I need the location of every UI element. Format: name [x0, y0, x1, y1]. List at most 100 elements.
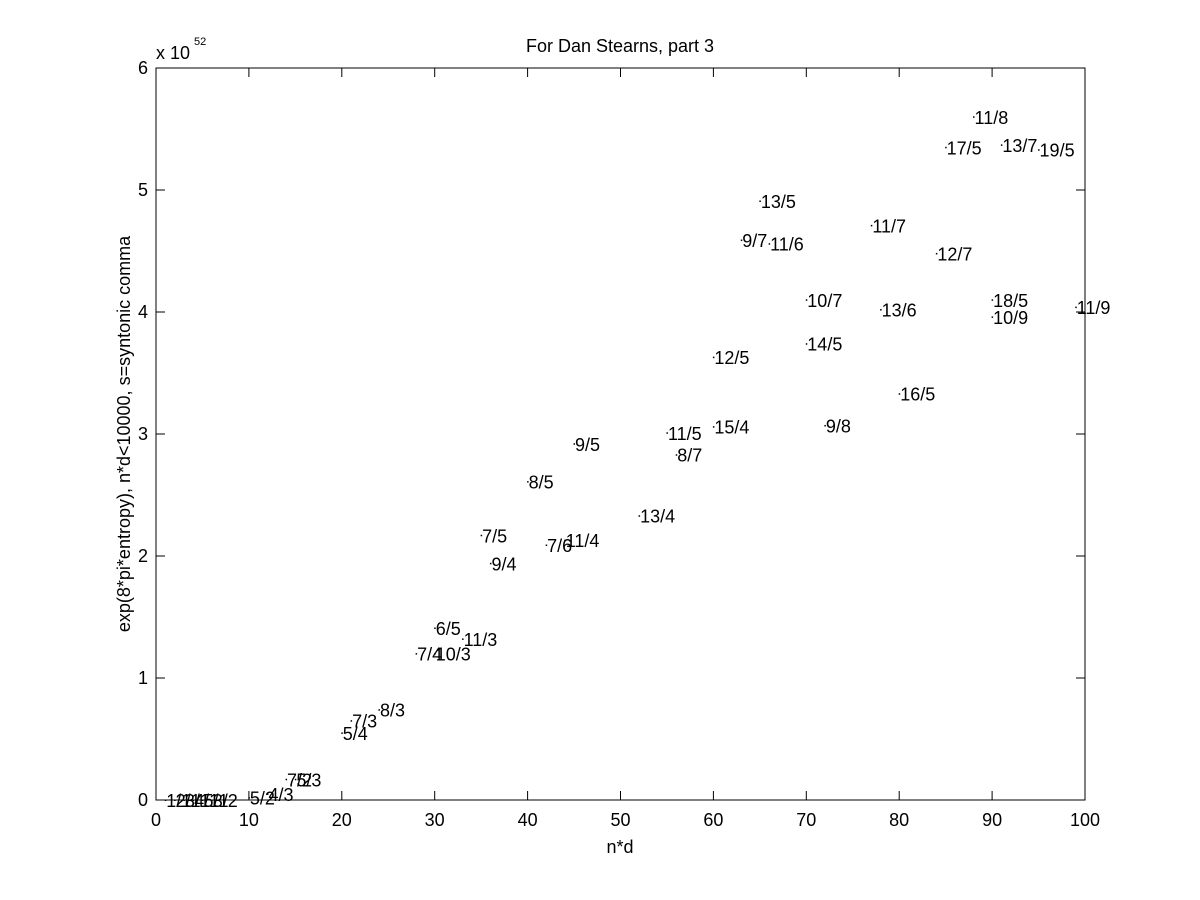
point-marker: [638, 515, 641, 517]
data-point: 17/5: [945, 138, 982, 158]
data-point: 7/6: [545, 536, 572, 556]
exponent-power: 52: [194, 36, 206, 48]
point-marker: [564, 539, 566, 542]
point-marker: [898, 393, 901, 395]
point-label: 5/3: [296, 770, 321, 790]
point-label: 10/7: [807, 291, 842, 311]
data-point: 14/5: [805, 335, 842, 355]
x-axis-label: n*d: [606, 837, 633, 857]
data-point: 11/3: [462, 630, 497, 650]
x-tick-label: 60: [703, 810, 723, 830]
point-label: 4/3: [268, 785, 293, 805]
data-point: 11/8: [973, 108, 1008, 128]
data-point: 9/4: [489, 554, 516, 574]
point-label: 17/5: [947, 138, 982, 158]
point-label: 14/5: [807, 335, 842, 355]
point-label: 13/7: [1002, 136, 1037, 156]
point-label: 8/3: [380, 701, 405, 721]
point-marker: [712, 356, 715, 359]
point-marker: [294, 778, 297, 781]
point-label: 4/1: [194, 791, 219, 811]
point-marker: [164, 799, 167, 801]
point-label: 8/5: [529, 473, 554, 493]
point-label: 11/9: [1077, 298, 1111, 318]
point-marker: [285, 778, 288, 781]
point-marker: [935, 252, 938, 255]
point-marker: [350, 720, 353, 722]
point-marker: [415, 653, 418, 655]
point-label: 15/4: [714, 418, 749, 438]
point-marker: [545, 544, 548, 547]
point-label: 5/4: [343, 724, 368, 744]
data-point: 4/1: [192, 791, 219, 811]
data-point: 4/3: [266, 785, 294, 805]
chart-title: For Dan Stearns, part 3: [526, 36, 714, 56]
x-tick-label: 30: [425, 810, 445, 830]
point-marker: [768, 243, 771, 245]
data-point: 8/3: [378, 701, 405, 721]
point-marker: [1000, 144, 1003, 146]
point-label: 11/5: [668, 424, 702, 444]
data-point: 7/5: [480, 526, 507, 546]
data-point: 1/1: [164, 791, 191, 811]
point-marker: [712, 426, 715, 428]
y-tick-label: 5: [138, 180, 148, 200]
data-point: 9/5: [573, 435, 600, 455]
data-point: 13/4: [638, 507, 675, 527]
data-point: 7/2: [285, 770, 312, 790]
point-marker: [192, 799, 195, 801]
data-point: 9/7: [740, 231, 767, 251]
point-label: 11/4: [566, 531, 600, 551]
point-label: 19/5: [1040, 141, 1075, 161]
data-point: 6/5: [434, 619, 461, 639]
data-point: 11/5: [666, 424, 702, 444]
data-point: 12/5: [712, 348, 749, 368]
point-marker: [824, 424, 826, 427]
x-tick-label: 20: [332, 810, 352, 830]
data-point: 7/4: [415, 645, 442, 665]
data-point: 5/1: [201, 791, 228, 811]
point-marker: [248, 797, 250, 799]
point-marker: [434, 653, 436, 655]
point-label: 11/8: [975, 108, 1009, 128]
point-label: 6/5: [436, 619, 461, 639]
point-marker: [666, 432, 668, 434]
data-point: 12/7: [935, 244, 972, 264]
data-point: 19/5: [1038, 141, 1075, 161]
x-tick-label: 100: [1070, 810, 1100, 830]
point-marker: [266, 793, 269, 795]
point-marker: [462, 638, 464, 640]
axis-tick-labels: 0 10 20 30 40 50 60 70 80 90 100 0 1 2 3 4 5 6: [138, 58, 1100, 830]
point-label: 16/5: [900, 385, 935, 405]
data-point: 15/4: [712, 418, 749, 438]
y-tick-label: 6: [138, 58, 148, 78]
point-marker: [870, 224, 873, 227]
point-label: 10/3: [436, 645, 471, 665]
point-marker: [489, 562, 492, 565]
data-point: 9/8: [824, 416, 851, 436]
data-point: 10/7: [805, 291, 842, 311]
point-marker: [805, 299, 808, 301]
point-marker: [211, 799, 213, 801]
x-tick-label: 0: [151, 810, 161, 830]
point-marker: [434, 627, 436, 629]
x-tick-label: 70: [796, 810, 816, 830]
point-label: 11/3: [464, 630, 498, 650]
data-point: 13/6: [880, 301, 917, 321]
x-tick-label: 40: [518, 810, 538, 830]
x-tick-label: 10: [239, 810, 259, 830]
point-label: 7/2: [287, 770, 312, 790]
y-exponent-label: x 10 52: [156, 36, 206, 63]
point-marker: [1038, 149, 1040, 151]
y-tick-label: 4: [138, 302, 148, 322]
point-label: 7/4: [417, 645, 442, 665]
point-label: 1/1: [166, 791, 191, 811]
data-point: 2/1: [174, 791, 201, 811]
data-point: 7/3: [350, 712, 377, 732]
data-point: 10/3: [434, 645, 471, 665]
data-point: 5/4: [341, 724, 368, 744]
data-point: 18/5: [991, 291, 1028, 311]
point-marker: [183, 799, 185, 801]
point-label: 12/5: [714, 348, 749, 368]
